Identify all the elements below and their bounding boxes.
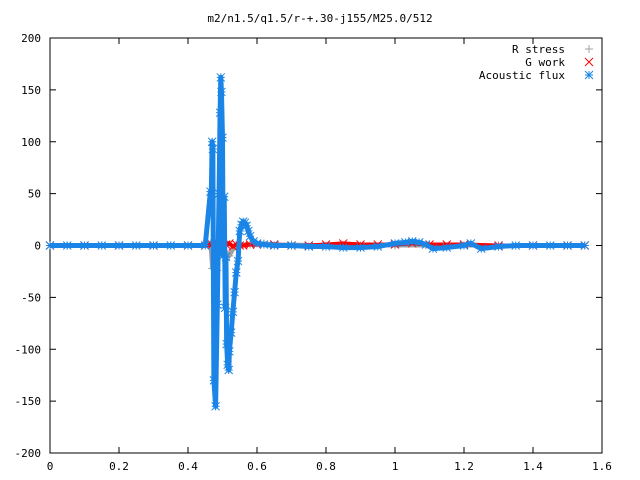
data-point xyxy=(390,239,400,248)
x-tick-label: 0.2 xyxy=(109,460,129,473)
chart-title: m2/n1.5/q1.5/r-+.30-j155/M25.0/512 xyxy=(207,12,432,25)
data-point xyxy=(220,303,230,313)
data-point xyxy=(563,241,572,250)
data-point xyxy=(511,241,521,250)
data-point xyxy=(219,192,229,202)
data-point xyxy=(200,241,210,250)
x-tick-label: 0.6 xyxy=(247,460,267,473)
legend-label: Acoustic flux xyxy=(479,69,565,82)
data-point xyxy=(80,241,89,250)
data-point xyxy=(287,241,296,250)
data-point xyxy=(269,241,279,250)
series-acoustic-flux xyxy=(45,73,590,411)
data-point xyxy=(206,187,215,196)
data-point xyxy=(208,144,218,154)
data-point xyxy=(114,241,124,250)
legend-label: G work xyxy=(525,56,565,69)
data-point xyxy=(131,241,141,250)
y-tick-label: -150 xyxy=(15,395,42,408)
data-point xyxy=(235,226,245,236)
data-point xyxy=(221,252,231,262)
data-point xyxy=(476,244,486,253)
data-point xyxy=(580,241,590,250)
data-point xyxy=(206,199,216,209)
legend-marker xyxy=(584,57,594,67)
data-point xyxy=(304,242,314,251)
data-point xyxy=(231,268,241,277)
data-point xyxy=(259,240,269,249)
data-point xyxy=(215,108,225,118)
series-trace xyxy=(50,74,585,409)
y-tick-label: 200 xyxy=(21,32,41,45)
data-point xyxy=(166,241,176,250)
data-point xyxy=(321,242,331,251)
data-point xyxy=(97,241,107,250)
data-point xyxy=(421,240,431,249)
data-point xyxy=(245,231,255,241)
data-point xyxy=(428,244,438,253)
data-point xyxy=(400,238,410,247)
data-point xyxy=(45,241,55,250)
y-tick-label: 100 xyxy=(21,136,41,149)
data-point xyxy=(244,226,253,236)
y-tick-label: 50 xyxy=(28,188,41,201)
x-tick-label: 0.4 xyxy=(178,460,198,473)
data-point xyxy=(209,376,219,385)
data-point xyxy=(226,328,236,338)
data-point xyxy=(494,242,503,251)
data-point xyxy=(207,137,217,147)
data-point xyxy=(223,360,233,370)
data-point xyxy=(211,401,220,411)
x-tick-label: 1 xyxy=(392,460,399,473)
data-point xyxy=(442,243,452,252)
data-point xyxy=(218,133,227,142)
data-point xyxy=(62,241,72,250)
data-point xyxy=(338,243,348,252)
x-tick-label: 1.4 xyxy=(523,460,543,473)
data-point xyxy=(216,73,226,82)
y-tick-label: 0 xyxy=(34,240,41,253)
legend-label: R stress xyxy=(512,43,565,56)
data-point xyxy=(356,243,365,252)
data-point xyxy=(225,346,234,356)
x-tick-label: 0.8 xyxy=(316,460,336,473)
data-point xyxy=(149,241,158,250)
x-tick-label: 1.2 xyxy=(454,460,474,473)
data-point xyxy=(414,238,424,247)
y-tick-label: -200 xyxy=(15,447,42,460)
data-point xyxy=(528,241,538,250)
data-point xyxy=(183,241,193,250)
legend-marker xyxy=(584,70,594,80)
x-tick-label: 0 xyxy=(47,460,54,473)
data-point xyxy=(212,300,222,309)
y-tick-label: 150 xyxy=(21,84,41,97)
data-point xyxy=(233,256,243,266)
data-point xyxy=(545,241,555,250)
data-point xyxy=(373,242,383,251)
y-tick-label: -50 xyxy=(21,291,41,304)
x-tick-label: 1.6 xyxy=(592,460,612,473)
data-point xyxy=(459,241,469,250)
tick-labels: 0 0.2 0.4 0.6 0.8 1 1.2 1.4 1.6 200 150 100 50 0 -50 -1… xyxy=(15,32,612,473)
data-point xyxy=(224,365,234,375)
data-point xyxy=(466,239,476,248)
data-point xyxy=(228,307,238,317)
legend-marker xyxy=(585,45,593,53)
y-tick-label: -100 xyxy=(15,343,42,356)
plot-area xyxy=(45,73,590,411)
data-point xyxy=(222,339,231,349)
data-point xyxy=(217,87,226,97)
data-point xyxy=(242,221,252,231)
data-point xyxy=(230,287,239,297)
